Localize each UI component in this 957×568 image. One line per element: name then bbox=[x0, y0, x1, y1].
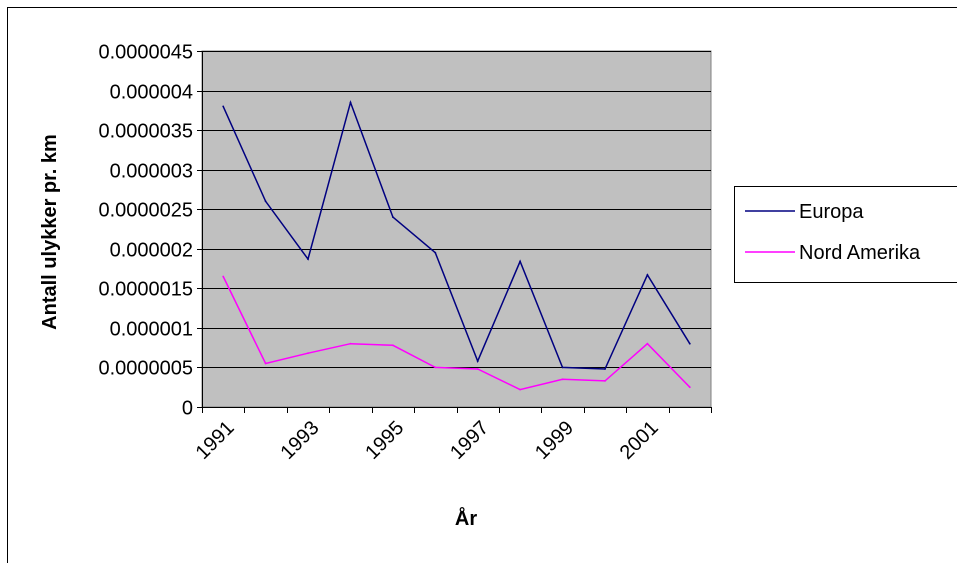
y-axis-title: Antall ulykker pr. km bbox=[39, 134, 61, 330]
data-point bbox=[562, 367, 564, 369]
data-point bbox=[519, 261, 521, 263]
y-tick-label: 0.000004 bbox=[110, 82, 193, 104]
plot-area bbox=[202, 51, 711, 407]
data-point bbox=[562, 378, 564, 380]
data-point bbox=[350, 102, 352, 104]
data-point bbox=[647, 274, 649, 276]
data-point bbox=[307, 352, 309, 354]
data-point bbox=[222, 106, 224, 108]
y-tick-label: 0.0000035 bbox=[98, 121, 193, 143]
data-point bbox=[222, 276, 224, 278]
y-tick-label: 0.000003 bbox=[110, 161, 193, 183]
data-point bbox=[350, 343, 352, 345]
data-point bbox=[604, 380, 606, 382]
data-point bbox=[265, 363, 267, 365]
y-tick-label: 0.0000025 bbox=[98, 200, 193, 222]
data-point bbox=[689, 386, 691, 388]
data-point bbox=[604, 368, 606, 370]
data-point bbox=[392, 216, 394, 218]
y-tick-label: 0.000002 bbox=[110, 240, 193, 262]
y-tick-label: 0.000001 bbox=[110, 319, 193, 341]
legend-label-europa: Europa bbox=[799, 201, 864, 223]
data-point bbox=[477, 360, 479, 362]
y-tick-label: 0 bbox=[182, 398, 193, 420]
data-point bbox=[519, 389, 521, 391]
data-point bbox=[434, 367, 436, 369]
x-axis-title: År bbox=[455, 506, 477, 530]
data-point bbox=[477, 368, 479, 370]
data-point bbox=[392, 344, 394, 346]
y-tick-label: 0.0000005 bbox=[98, 358, 193, 380]
data-point bbox=[265, 200, 267, 202]
y-tick-label: 0.0000015 bbox=[98, 279, 193, 301]
data-point bbox=[647, 343, 649, 345]
data-point bbox=[434, 252, 436, 254]
data-point bbox=[689, 343, 691, 345]
legend-label-nord-amerika: Nord Amerika bbox=[799, 242, 921, 264]
legend: Europa Nord Amerika bbox=[735, 187, 957, 283]
data-point bbox=[307, 258, 309, 260]
y-tick-label: 0.0000045 bbox=[98, 42, 193, 64]
